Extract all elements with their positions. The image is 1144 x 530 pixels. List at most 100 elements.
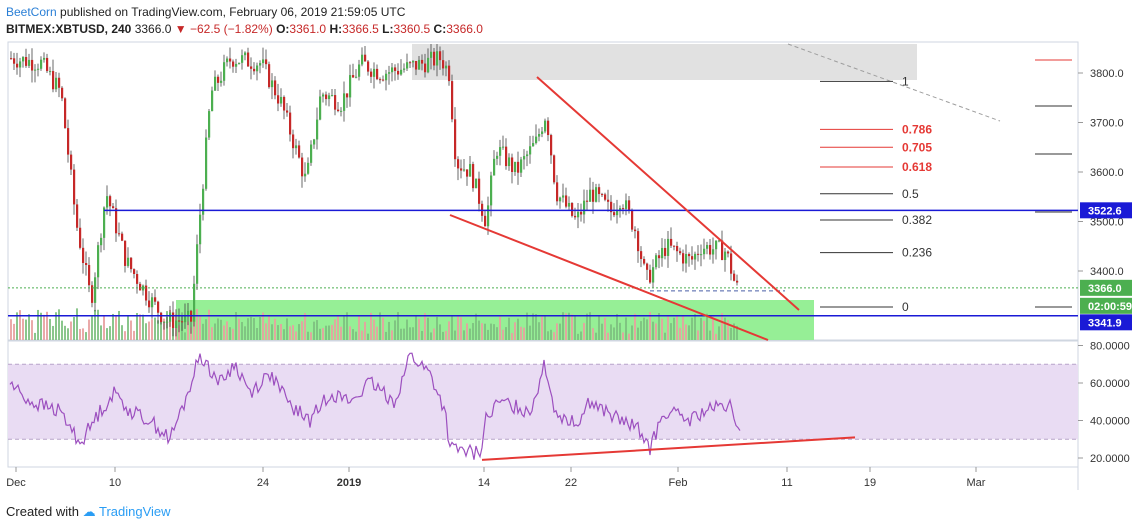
candle-body xyxy=(475,178,478,189)
volume-bar xyxy=(505,327,507,340)
volume-bar xyxy=(412,327,414,340)
resistance-price-label: 3522.6 xyxy=(1088,205,1122,217)
right-markers xyxy=(1035,59,1072,308)
rsi-line xyxy=(9,352,741,460)
open-value: 3361.0 xyxy=(289,22,327,36)
close-value: 3366.0 xyxy=(446,22,483,36)
volume-bar xyxy=(379,312,381,340)
volume-bar xyxy=(235,312,237,340)
volume-bar xyxy=(520,326,522,340)
candle-body xyxy=(349,75,352,98)
candle-body xyxy=(136,274,139,284)
volume-bar xyxy=(295,331,297,340)
volume-bar xyxy=(382,317,384,340)
time-tick-label: 19 xyxy=(864,477,876,489)
candle-body xyxy=(646,263,649,270)
volume-bar xyxy=(463,330,465,340)
time-tick-label: Mar xyxy=(967,477,986,489)
wedge-lower-line[interactable] xyxy=(449,214,769,341)
candle-body xyxy=(304,173,307,177)
volume-bar xyxy=(697,330,699,340)
candle-body xyxy=(295,145,298,149)
volume-bar xyxy=(727,319,729,340)
candle-body xyxy=(22,57,25,62)
candle-body xyxy=(385,73,388,81)
volume-bar xyxy=(121,325,123,340)
volume-bar xyxy=(661,318,663,340)
candle-body xyxy=(439,51,442,61)
tradingview-brand[interactable]: TradingView xyxy=(99,504,171,519)
volume-bar xyxy=(604,317,606,340)
candle-body xyxy=(589,189,592,202)
volume-bar xyxy=(457,316,459,340)
volume-bar xyxy=(250,316,252,340)
fibonacci-levels[interactable]: 1 0.786 0.705 0.618 0.5 0.382 0.236 0 xyxy=(820,74,932,314)
candle-body xyxy=(409,62,412,64)
candle-body xyxy=(313,139,316,145)
rsi-band xyxy=(8,364,1078,440)
volume-bar xyxy=(196,309,198,340)
candle-body xyxy=(91,285,94,303)
volume-bar xyxy=(349,326,351,340)
candle-body xyxy=(505,146,508,167)
candle-body xyxy=(31,59,34,71)
wedge-upper-line[interactable] xyxy=(536,76,800,311)
volume-bar xyxy=(415,314,417,340)
volume-bar xyxy=(718,326,720,340)
volume-bar xyxy=(106,328,108,340)
low-label: L: xyxy=(382,22,394,36)
candle-body xyxy=(112,206,115,209)
volume-bar xyxy=(706,313,708,340)
volume-bar xyxy=(700,317,702,340)
candle-body xyxy=(226,58,229,63)
publish-info: BeetCorn published on TradingView.com, F… xyxy=(6,5,405,19)
volume-bar xyxy=(277,325,279,340)
volume-bar xyxy=(595,332,597,340)
volume-bar xyxy=(664,332,666,340)
candle-body xyxy=(82,247,85,264)
time-tick-label: Dec xyxy=(6,477,26,489)
volume-bar xyxy=(271,324,273,340)
volume-bar xyxy=(97,309,99,340)
volume-bar xyxy=(421,330,423,340)
time-tick-label: 11 xyxy=(781,477,792,489)
volume-bar xyxy=(670,323,672,340)
volume-bar xyxy=(358,316,360,340)
volume-bar xyxy=(673,317,675,340)
time-tick-label: 24 xyxy=(257,477,269,489)
candle-body xyxy=(520,159,523,173)
author-name[interactable]: BeetCorn xyxy=(6,5,57,19)
candle-body xyxy=(61,87,64,99)
volume-bar xyxy=(19,310,21,340)
candle-body xyxy=(565,195,568,207)
high-label: H: xyxy=(329,22,343,36)
tradingview-logo-icon[interactable]: ☁ xyxy=(82,504,96,519)
candle-body xyxy=(148,300,151,308)
volume-bar xyxy=(538,322,540,340)
time-tick-label: 2019 xyxy=(337,477,361,489)
volume-bar xyxy=(676,315,678,340)
candle-body xyxy=(334,95,337,110)
volume-bar xyxy=(685,324,687,340)
volume-bar xyxy=(94,309,96,340)
candle-body xyxy=(535,136,538,144)
candle-body xyxy=(205,137,208,189)
volume-bar xyxy=(298,324,300,340)
volume-bar xyxy=(43,314,45,340)
candle-body xyxy=(193,283,196,322)
volume-bar xyxy=(592,328,594,340)
candle-body xyxy=(604,194,607,200)
gray-dashed-trendline[interactable] xyxy=(787,43,1001,122)
candle-body xyxy=(544,120,547,132)
candle-body xyxy=(466,169,469,177)
rsi-trendline[interactable] xyxy=(481,436,856,461)
volume-bar xyxy=(625,317,627,340)
candle-body xyxy=(730,253,733,274)
candle-body xyxy=(664,247,667,256)
candle-body xyxy=(454,119,457,160)
candle-body xyxy=(154,297,157,302)
volume-bar xyxy=(268,314,270,340)
candle-body xyxy=(706,245,709,249)
candle-body xyxy=(187,310,190,315)
